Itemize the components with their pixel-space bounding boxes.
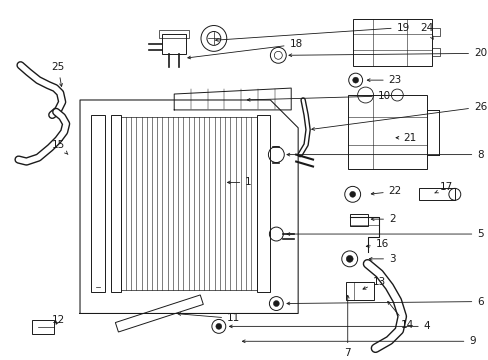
Bar bbox=[159, 31, 189, 39]
Text: 3: 3 bbox=[368, 254, 395, 264]
Circle shape bbox=[346, 255, 352, 262]
Text: 23: 23 bbox=[366, 75, 401, 85]
Text: 26: 26 bbox=[311, 102, 486, 130]
Text: 2: 2 bbox=[370, 214, 395, 224]
Bar bbox=[347, 95, 426, 170]
Text: 20: 20 bbox=[288, 48, 486, 58]
Bar bbox=[256, 115, 270, 292]
Bar bbox=[115, 295, 203, 332]
Text: 11: 11 bbox=[178, 312, 240, 323]
Text: 5: 5 bbox=[286, 229, 483, 239]
Bar bbox=[162, 35, 186, 54]
Text: 4: 4 bbox=[229, 321, 429, 332]
Text: 15: 15 bbox=[51, 140, 68, 154]
Text: 9: 9 bbox=[242, 336, 475, 346]
Text: 1: 1 bbox=[227, 177, 251, 188]
Text: 13: 13 bbox=[362, 277, 386, 289]
Text: 21: 21 bbox=[395, 133, 416, 143]
Text: 10: 10 bbox=[247, 91, 390, 101]
Circle shape bbox=[352, 77, 358, 83]
Text: 19: 19 bbox=[215, 23, 409, 41]
Text: 18: 18 bbox=[187, 39, 302, 59]
Text: 24: 24 bbox=[420, 23, 433, 39]
Text: 8: 8 bbox=[286, 150, 483, 159]
Bar bbox=[431, 28, 439, 36]
Bar bbox=[349, 214, 367, 226]
Text: 25: 25 bbox=[51, 62, 65, 86]
Bar bbox=[32, 320, 54, 334]
Bar bbox=[418, 188, 454, 200]
Bar bbox=[345, 282, 373, 300]
Bar bbox=[352, 19, 431, 66]
Text: 17: 17 bbox=[434, 183, 452, 193]
Text: 7: 7 bbox=[344, 295, 350, 358]
Circle shape bbox=[215, 323, 222, 329]
Text: 12: 12 bbox=[51, 315, 65, 325]
Text: 6: 6 bbox=[286, 297, 483, 307]
Text: 22: 22 bbox=[370, 186, 401, 196]
Text: 16: 16 bbox=[366, 239, 388, 249]
Bar bbox=[431, 48, 439, 56]
Bar bbox=[110, 115, 121, 292]
Text: 14: 14 bbox=[387, 301, 413, 330]
Bar bbox=[91, 115, 104, 292]
Circle shape bbox=[349, 192, 355, 197]
Circle shape bbox=[273, 301, 279, 306]
